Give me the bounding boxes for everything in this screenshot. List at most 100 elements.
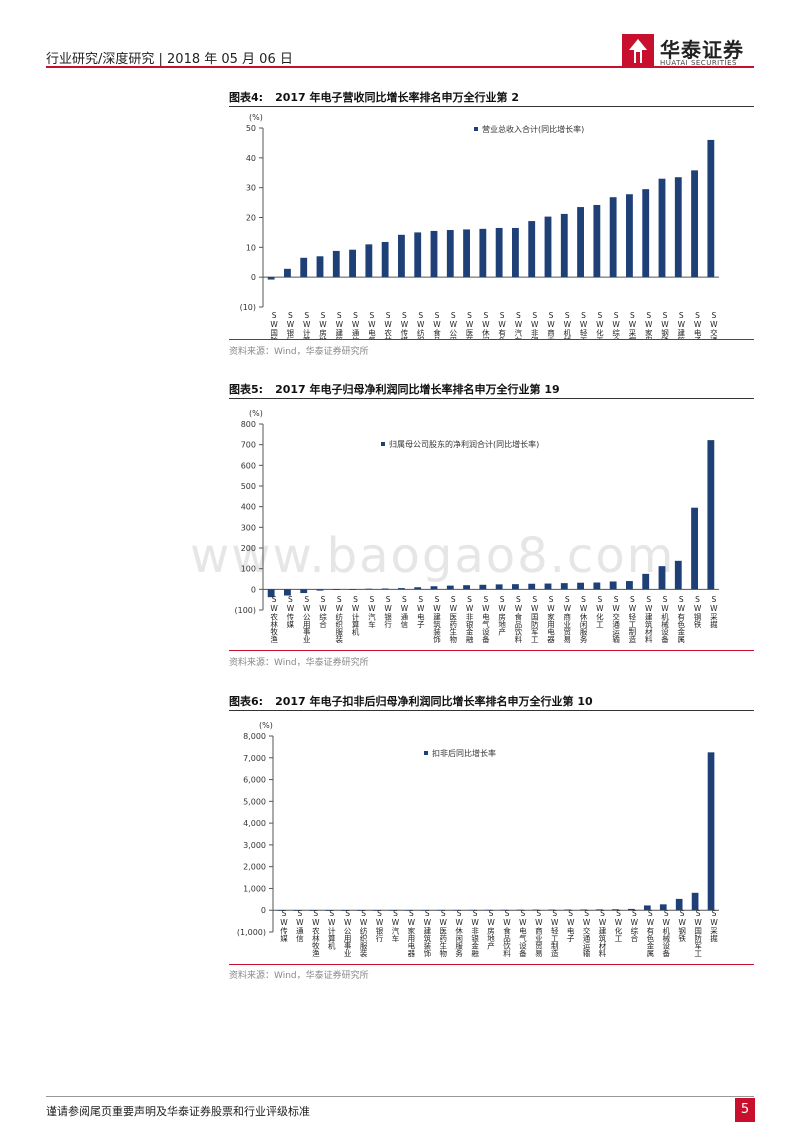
- bar: [484, 909, 492, 911]
- bar: [349, 249, 356, 278]
- bar: [293, 910, 301, 911]
- category-label: SW农林牧渔: [383, 311, 392, 340]
- category-label: SW通信: [400, 595, 409, 629]
- y-tick-label: 300: [241, 523, 256, 532]
- y-tick-label: 800: [241, 420, 256, 429]
- figure-6-chart: (%) 8,000 7,000 6,000 5,000 4,000 3,000 2,000 1,…: [237, 721, 719, 958]
- bar: [593, 204, 601, 278]
- bar: [300, 257, 308, 278]
- category-label: SW交通运输: [611, 595, 620, 644]
- category-label: SW机械设备: [661, 909, 670, 958]
- bar: [580, 909, 587, 911]
- bar: [381, 588, 389, 590]
- category-label: SW计算机: [351, 595, 360, 637]
- category-label: SW非银金融: [465, 595, 474, 644]
- bar: [544, 583, 552, 590]
- y-tick-label: 0: [261, 906, 266, 915]
- bar: [373, 910, 380, 911]
- bar: [316, 589, 324, 591]
- bar: [332, 589, 340, 590]
- figure-5-number: 图表5:: [229, 383, 264, 396]
- bar: [609, 197, 617, 278]
- y-tick-label: 50: [246, 124, 256, 133]
- page-number: 5: [735, 1098, 755, 1122]
- category-label: SW食品饮料: [502, 909, 511, 958]
- category-label: SW轻工制造: [628, 595, 637, 644]
- bar: [414, 232, 422, 278]
- y-tick-label: 20: [246, 214, 256, 223]
- bar: [325, 910, 333, 911]
- y-tick-label: 8,000: [243, 732, 266, 741]
- category-label: SW国防军工: [693, 909, 702, 957]
- category-label: SW综合: [318, 595, 327, 629]
- figure-5-caption: 2017 年电子归母净利润同比增长率排名申万全行业第 19: [275, 383, 560, 396]
- y-tick-label: 0: [251, 585, 256, 594]
- y-tick-label: 6,000: [243, 776, 266, 785]
- bar: [446, 230, 454, 278]
- category-label: SW采掘: [709, 595, 718, 629]
- figure-6-source: 资料来源：Wind，华泰证券研究所: [229, 971, 369, 981]
- y-tick-label: 2,000: [243, 863, 266, 872]
- figure-5-title: 图表5: 2017 年电子归母净利润同比增长率排名申万全行业第 19: [229, 381, 560, 397]
- bar: [420, 910, 428, 911]
- category-label: SW钢铁: [660, 311, 669, 340]
- bar: [389, 910, 396, 911]
- watermark: www.baogao8.com: [190, 528, 676, 584]
- category-label: SW传媒: [400, 311, 409, 340]
- bar: [463, 229, 470, 278]
- figure-6-caption: 2017 年电子扣非后归母净利润同比增长率排名申万全行业第 10: [275, 695, 593, 708]
- category-label: SW商业贸易: [562, 595, 571, 644]
- bar: [300, 589, 308, 594]
- category-label: SW银行: [383, 595, 392, 629]
- category-label: SW医药生物: [465, 311, 474, 340]
- category-label: SW交通运输: [582, 909, 591, 958]
- bar: [707, 440, 715, 590]
- category-label: SW通信: [351, 311, 360, 340]
- y-tick-label: 700: [241, 441, 256, 450]
- y-tick-label: 5,000: [243, 797, 266, 806]
- category-label: SW有色金属: [497, 311, 506, 340]
- category-label: SW交通运输: [709, 311, 718, 340]
- footer-disclaimer: 谨请参阅尾页重要声明及华泰证券股票和行业评级标准: [46, 1105, 310, 1118]
- category-label: SW计算机: [302, 311, 311, 340]
- category-label: SW机械设备: [562, 311, 571, 340]
- header-divider: [46, 66, 754, 68]
- y-axis-unit: (%): [249, 113, 263, 122]
- figure-4-caption: 2017 年电子营收同比增长率排名申万全行业第 2: [275, 91, 519, 104]
- category-label: SW食品饮料: [514, 595, 523, 644]
- figure-4-source-rule: [229, 339, 754, 340]
- category-label: SW电子: [693, 311, 702, 340]
- bar: [479, 584, 487, 590]
- bar: [284, 589, 291, 596]
- bar: [643, 905, 651, 911]
- bar: [577, 582, 584, 590]
- category-label: SW采掘: [628, 311, 637, 340]
- category-label: SW化工: [595, 595, 604, 628]
- category-label: SW公用事业: [302, 595, 311, 643]
- bar: [512, 227, 519, 278]
- y-tick-label: 100: [241, 565, 256, 574]
- figure-4-source: 资料来源：Wind，华泰证券研究所: [229, 347, 369, 357]
- figure-4-chart: (%) 50 40 30 20 10 0 (10) SW国防军工 SW银行 SW计算机 SW房地产 SW…: [240, 113, 719, 340]
- category-label: SW建筑材料: [644, 595, 653, 644]
- bar: [495, 584, 503, 590]
- category-label: SW农林牧渔: [269, 595, 278, 643]
- category-label: SW有色金属: [676, 595, 685, 644]
- bar: [707, 139, 715, 278]
- figure-5-source-rule: [229, 650, 754, 651]
- bar: [332, 250, 340, 278]
- category-label: SW公用事业: [343, 909, 352, 957]
- logo-name-cn: 华泰证券: [660, 38, 744, 62]
- bar: [528, 221, 536, 278]
- figure-6-source-rule: [229, 964, 754, 965]
- category-label: SW电气设备: [518, 909, 527, 958]
- bar: [548, 909, 556, 911]
- bar: [528, 583, 536, 590]
- bar: [659, 904, 667, 911]
- bar: [658, 566, 666, 590]
- bar: [463, 585, 470, 590]
- category-label: SW纺织服装: [359, 909, 368, 958]
- y-tick-label: 500: [241, 482, 256, 491]
- bar: [512, 584, 519, 590]
- bar: [495, 227, 503, 278]
